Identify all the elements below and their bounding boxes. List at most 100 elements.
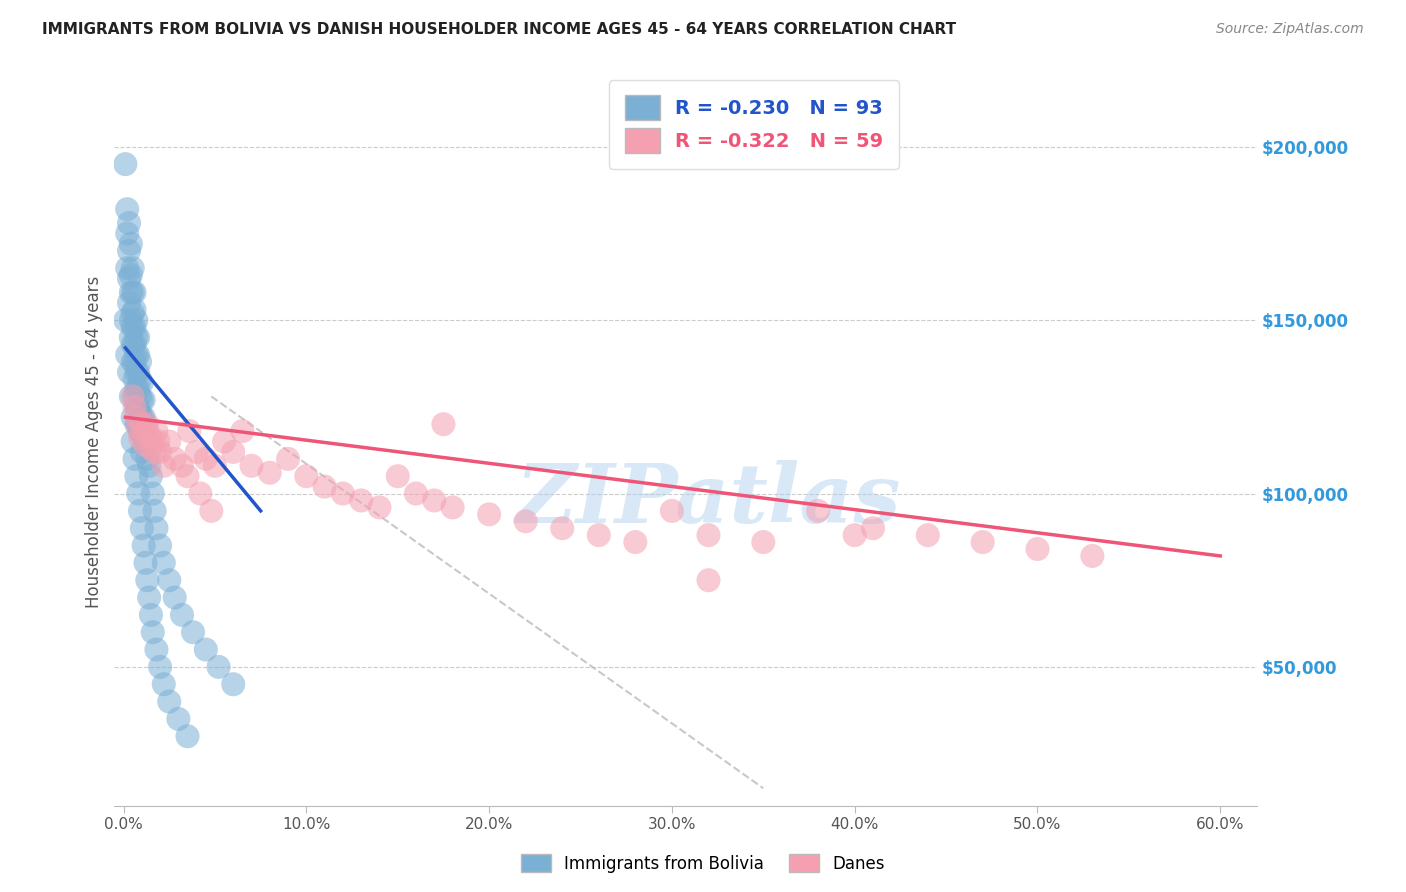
- Point: [125, 383, 148, 397]
- Point: [222, 445, 245, 459]
- Point: [124, 320, 146, 334]
- Point: [121, 306, 143, 320]
- Point: [132, 410, 155, 425]
- Text: IMMIGRANTS FROM BOLIVIA VS DANISH HOUSEHOLDER INCOME AGES 45 - 64 YEARS CORRELAT: IMMIGRANTS FROM BOLIVIA VS DANISH HOUSEH…: [42, 22, 956, 37]
- Point: [752, 535, 775, 549]
- Point: [624, 535, 647, 549]
- Point: [259, 466, 281, 480]
- Point: [125, 348, 148, 362]
- Point: [124, 389, 146, 403]
- Point: [120, 236, 142, 251]
- Point: [368, 500, 391, 515]
- Legend: Immigrants from Bolivia, Danes: Immigrants from Bolivia, Danes: [515, 847, 891, 880]
- Point: [844, 528, 866, 542]
- Point: [124, 337, 146, 351]
- Point: [145, 424, 167, 438]
- Point: [862, 521, 884, 535]
- Point: [127, 383, 149, 397]
- Point: [127, 420, 149, 434]
- Point: [170, 458, 193, 473]
- Point: [423, 493, 446, 508]
- Point: [115, 202, 138, 217]
- Point: [125, 410, 148, 425]
- Point: [134, 434, 156, 449]
- Point: [124, 400, 146, 414]
- Point: [136, 573, 159, 587]
- Point: [138, 427, 160, 442]
- Point: [129, 424, 152, 438]
- Point: [118, 365, 141, 379]
- Point: [188, 486, 211, 500]
- Point: [204, 458, 226, 473]
- Legend: R = -0.230   N = 93, R = -0.322   N = 59: R = -0.230 N = 93, R = -0.322 N = 59: [609, 80, 898, 169]
- Point: [478, 508, 501, 522]
- Point: [120, 330, 142, 344]
- Point: [121, 320, 143, 334]
- Point: [127, 486, 149, 500]
- Point: [661, 504, 683, 518]
- Point: [125, 469, 148, 483]
- Point: [127, 400, 149, 414]
- Point: [125, 330, 148, 344]
- Point: [212, 434, 235, 449]
- Point: [121, 285, 143, 300]
- Point: [127, 348, 149, 362]
- Point: [121, 434, 143, 449]
- Point: [186, 445, 208, 459]
- Point: [917, 528, 939, 542]
- Point: [132, 427, 155, 442]
- Point: [125, 417, 148, 432]
- Point: [120, 268, 142, 282]
- Point: [277, 451, 299, 466]
- Point: [139, 607, 162, 622]
- Point: [121, 410, 143, 425]
- Point: [136, 434, 159, 449]
- Point: [405, 486, 427, 500]
- Point: [240, 458, 263, 473]
- Point: [129, 389, 152, 403]
- Point: [139, 442, 162, 456]
- Point: [114, 157, 136, 171]
- Point: [138, 458, 160, 473]
- Point: [118, 271, 141, 285]
- Point: [157, 573, 180, 587]
- Point: [131, 445, 153, 459]
- Point: [697, 573, 720, 587]
- Text: ZIPatlas: ZIPatlas: [516, 459, 901, 540]
- Point: [131, 417, 153, 432]
- Point: [142, 486, 165, 500]
- Point: [139, 469, 162, 483]
- Point: [127, 417, 149, 432]
- Point: [121, 389, 143, 403]
- Point: [142, 434, 165, 449]
- Point: [152, 677, 174, 691]
- Point: [515, 514, 537, 528]
- Point: [132, 427, 155, 442]
- Point: [129, 431, 152, 445]
- Point: [194, 642, 217, 657]
- Point: [157, 695, 180, 709]
- Point: [125, 313, 148, 327]
- Point: [131, 376, 153, 390]
- Point: [138, 591, 160, 605]
- Point: [697, 528, 720, 542]
- Point: [120, 389, 142, 403]
- Point: [167, 712, 190, 726]
- Point: [807, 504, 830, 518]
- Y-axis label: Householder Income Ages 45 - 64 years: Householder Income Ages 45 - 64 years: [86, 276, 103, 607]
- Point: [149, 445, 172, 459]
- Point: [134, 556, 156, 570]
- Point: [129, 407, 152, 421]
- Point: [295, 469, 318, 483]
- Point: [129, 504, 152, 518]
- Point: [131, 521, 153, 535]
- Point: [149, 539, 172, 553]
- Point: [131, 410, 153, 425]
- Point: [387, 469, 409, 483]
- Point: [157, 434, 180, 449]
- Point: [314, 480, 336, 494]
- Point: [176, 469, 198, 483]
- Point: [588, 528, 610, 542]
- Point: [134, 438, 156, 452]
- Point: [121, 355, 143, 369]
